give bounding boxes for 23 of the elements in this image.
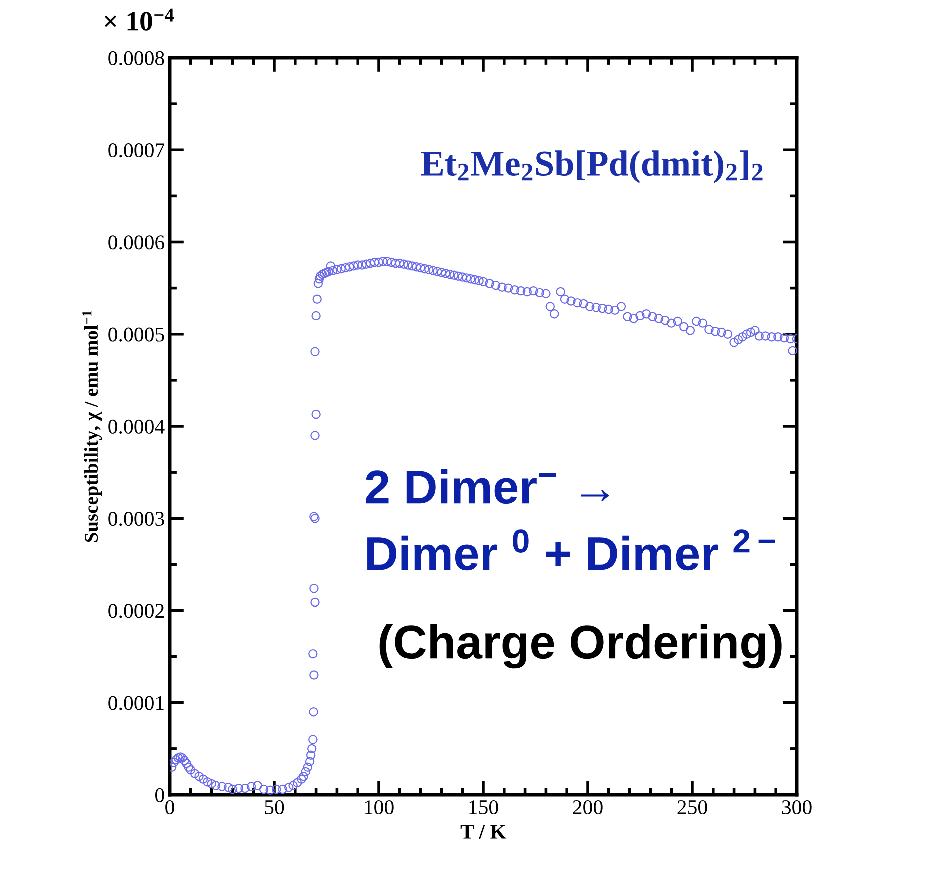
annotation: Dimer $^{0}$ + Dimer $^{2−}$ (368, 530, 776, 571)
annotation: Et$_{2}$Me$_{2}$Sb[Pd(dmit)$_{2}$]$_{2}$ (421, 150, 763, 184)
x-tick-label: 50 (265, 800, 284, 815)
y-tick-label: 0 (156, 788, 164, 802)
x-tick-label: 250 (678, 800, 708, 815)
x-tick-label: 200 (573, 800, 603, 815)
y-tick-label: 0.0002 (108, 604, 164, 618)
text: × 10$^{−4}$ (104, 8, 174, 31)
y-tick-label: 0.0007 (108, 144, 165, 158)
y-tick-label: 0.0003 (108, 512, 164, 526)
annotation: (Charge Ordering) (380, 624, 782, 669)
x-tick-label: 0 (166, 800, 174, 815)
annotation: 2 Dimer$^{−}$ → (366, 469, 610, 504)
x-tick-label: 300 (782, 800, 812, 815)
x-axis-title: T / K (460, 825, 506, 839)
x-tick-label: 100 (365, 800, 394, 815)
y-tick-label: 0.0005 (108, 328, 164, 342)
y-tick-label: 0.0001 (108, 696, 164, 710)
y-axis-title: Susceptibility, χ / emu mol$^{−1}$ (82, 311, 102, 542)
y-tick-label: 0.0008 (108, 51, 164, 66)
y-tick-label: 0.0006 (108, 236, 165, 250)
y-tick-label: 0.0004 (108, 420, 165, 434)
x-tick-label: 150 (470, 800, 498, 815)
